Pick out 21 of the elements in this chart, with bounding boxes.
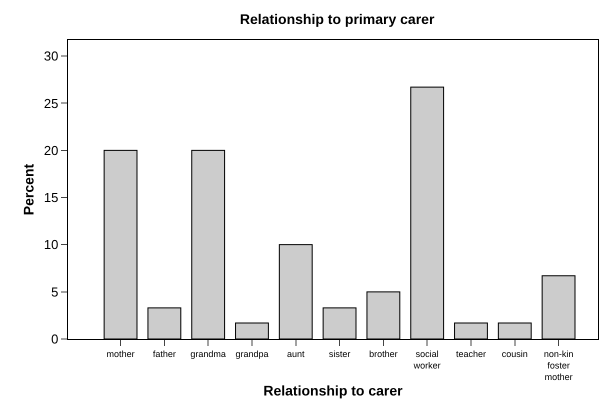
x-tick-label: father bbox=[152, 348, 176, 359]
y-tick-label: 15 bbox=[44, 190, 58, 206]
y-tick-label: 25 bbox=[44, 96, 58, 111]
x-tick-label: grandpa bbox=[235, 348, 268, 359]
chart-title: Relationship to primary carer bbox=[240, 11, 435, 28]
x-axis-title: Relationship to carer bbox=[263, 382, 404, 398]
y-tick-label: 20 bbox=[44, 142, 58, 158]
y-tick-label: 5 bbox=[51, 284, 58, 300]
x-tick-label: teacher bbox=[456, 348, 486, 359]
y-axis-title: Percent bbox=[20, 163, 37, 216]
x-tick-label: grandma bbox=[190, 348, 226, 359]
x-tick-label: non-kin foster mother bbox=[544, 348, 574, 382]
y-tick-label: 30 bbox=[44, 48, 58, 64]
y-tick-label: 10 bbox=[44, 237, 58, 252]
x-tick-label: brother bbox=[369, 348, 398, 359]
x-tick-label: cousin bbox=[502, 348, 528, 359]
y-tick-label: 0 bbox=[51, 332, 58, 347]
x-tick-label: sister bbox=[328, 348, 350, 359]
x-tick-label: mother bbox=[106, 348, 135, 359]
x-tick-label: social worker bbox=[412, 348, 441, 370]
x-tick-label: aunt bbox=[287, 348, 306, 359]
